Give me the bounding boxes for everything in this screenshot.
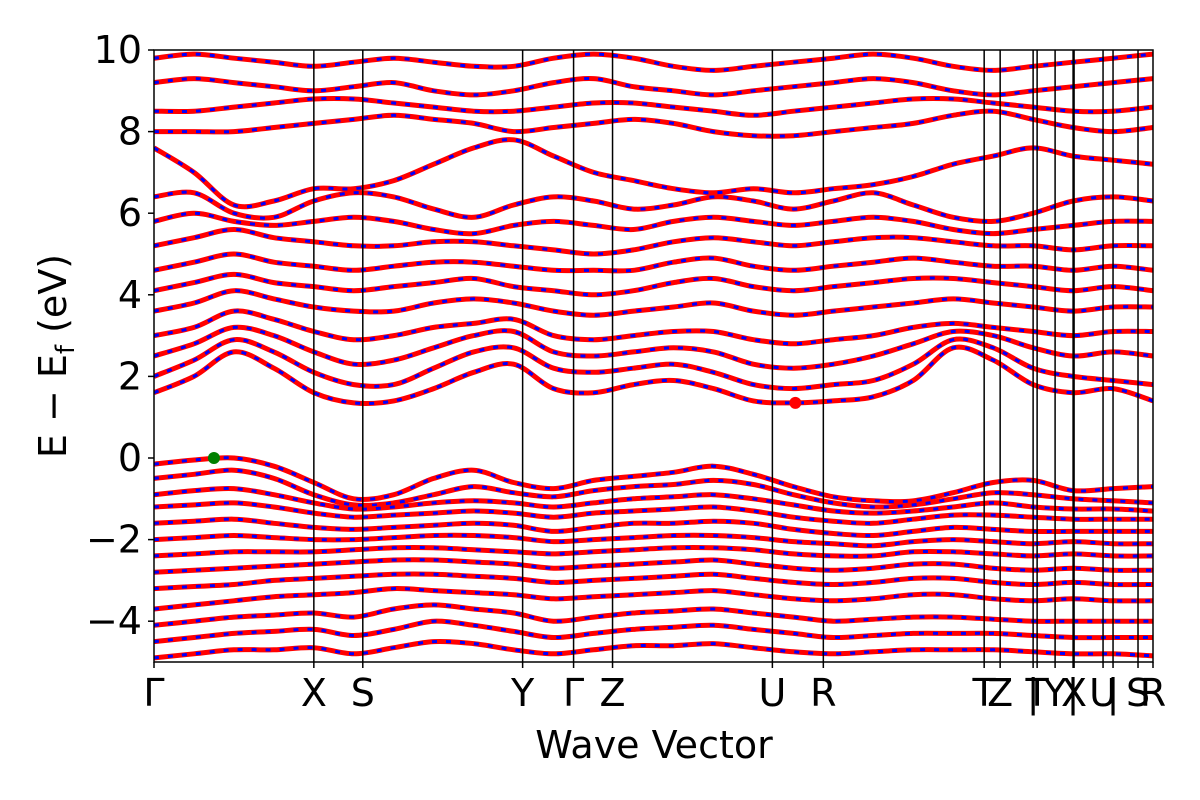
band-12-solid: [154, 638, 1153, 661]
band-21-dashed: [154, 211, 1153, 236]
y-axis: −4 −2 0 2 4 6 8 10: [86, 28, 154, 643]
band-1-dashed: [154, 468, 1153, 509]
band-24-dashed: [154, 109, 1153, 138]
band-21-solid: [154, 210, 1153, 237]
x-tick-label-15: U: [1089, 671, 1117, 715]
y-tick-label-1: −2: [86, 518, 142, 562]
band-2-dashed: [154, 486, 1153, 515]
band-9-solid: [154, 586, 1153, 612]
band-lines: [154, 51, 1153, 661]
x-tick-label-5: Z: [600, 671, 626, 715]
extrema-markers: [207, 396, 802, 464]
x-axis-title: Wave Vector: [535, 723, 773, 767]
band-8-solid: [154, 571, 1153, 592]
band-18-dashed: [154, 272, 1153, 297]
x-tick-label-3: Y: [510, 671, 535, 715]
y-tick-label-7: 10: [94, 28, 142, 72]
band-26-dashed: [154, 76, 1153, 97]
band-17-solid: [154, 288, 1153, 318]
band-19-dashed: [154, 252, 1153, 273]
band-16-dashed: [154, 309, 1153, 346]
y-tick-label-2: 0: [118, 436, 142, 480]
y-axis-title: E − Ef (eV): [31, 254, 81, 458]
band-26-solid: [154, 75, 1153, 98]
x-tick-label-6: U: [758, 671, 786, 715]
x-tick-label-17: S: [1126, 671, 1150, 715]
band-27-dashed: [154, 52, 1153, 72]
x-tick-label-18: R: [1140, 671, 1166, 715]
band-14-solid: [154, 336, 1153, 392]
cbm-marker: [789, 396, 802, 409]
band-10-dashed: [154, 603, 1153, 627]
x-tick-label-2: S: [351, 671, 375, 715]
x-tick-label-0: Γ: [143, 671, 164, 715]
y-axis-title-main: E − E: [31, 354, 75, 458]
band-20-dashed: [154, 227, 1153, 256]
vbm-marker: [207, 452, 220, 464]
band-13-dashed: [154, 345, 1153, 406]
band-11-solid: [154, 618, 1153, 645]
band-19-solid: [154, 251, 1153, 274]
y-tick-label-4: 4: [118, 273, 142, 317]
band-0-solid: [154, 455, 1153, 505]
high-symmetry-lines: [313, 50, 1139, 662]
x-tick-label-8: T: [972, 671, 997, 715]
x-tick-label-11: T: [1025, 671, 1050, 715]
band-22-solid: [154, 189, 1153, 225]
x-tick-label-13: |: [1067, 671, 1080, 716]
band-11-dashed: [154, 619, 1153, 644]
band-4-solid: [154, 516, 1153, 539]
y-tick-label-6: 8: [118, 110, 142, 154]
band-15-dashed: [154, 325, 1153, 370]
x-axis: Γ X S Y Γ Z U R TZ |TY |X U| SR: [143, 662, 1166, 716]
x-tick-label-9: Z: [987, 671, 1013, 715]
band-13-solid: [154, 344, 1153, 407]
x-tick-label-10: |: [1027, 671, 1040, 716]
y-tick-label-3: 2: [118, 354, 142, 398]
band-3-solid: [154, 500, 1153, 526]
x-tick-label-7: R: [810, 671, 836, 715]
y-tick-label-5: 6: [118, 191, 142, 235]
band-25-solid: [154, 95, 1153, 118]
band-6-solid: [154, 545, 1153, 559]
band-17-dashed: [154, 289, 1153, 317]
band-10-solid: [154, 602, 1153, 628]
y-tick-label-0: −4: [86, 599, 142, 643]
band-23-solid: [154, 137, 1153, 210]
band-24-solid: [154, 108, 1153, 139]
band-5-solid: [154, 532, 1153, 549]
x-tick-label-12: Y: [1042, 671, 1067, 715]
band-27-solid: [154, 51, 1153, 73]
x-tick-label-16: |: [1107, 671, 1120, 716]
y-axis-title-sub: f: [51, 344, 81, 354]
band-22-dashed: [154, 190, 1153, 224]
x-tick-label-14: X: [1061, 671, 1087, 715]
band-7-solid: [154, 557, 1153, 575]
x-tick-label-4: Γ: [563, 671, 584, 715]
x-tick-label-1: X: [301, 671, 327, 715]
y-axis-title-unit: (eV): [31, 254, 75, 345]
plot-frame: [153, 49, 1154, 663]
band-23-dashed: [154, 138, 1153, 209]
